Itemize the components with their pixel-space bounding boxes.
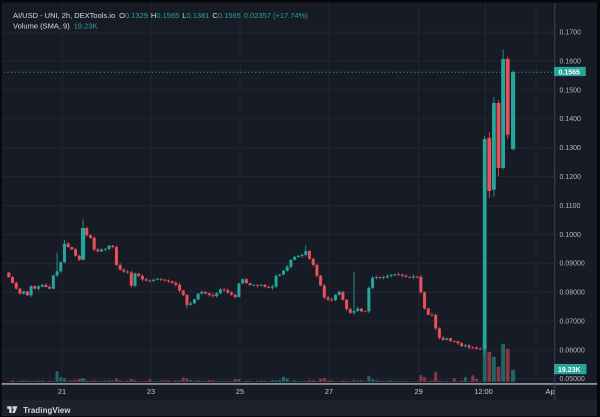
svg-text:19.23K: 19.23K: [558, 367, 581, 374]
svg-text:0.05000: 0.05000: [560, 376, 585, 383]
svg-text:AI/USD - UNI, 2h, DEXTools.ioO: AI/USD - UNI, 2h, DEXTools.io O0.1329 H0.1…: [13, 11, 308, 20]
svg-text:0.1300: 0.1300: [560, 145, 582, 152]
svg-text:Volume (SMA, 9)19.23K: Volume (SMA, 9) 19.23K: [13, 22, 97, 31]
svg-text:29: 29: [414, 387, 422, 396]
svg-text:0.1000: 0.1000: [560, 232, 582, 239]
svg-text:0.1700: 0.1700: [560, 30, 582, 37]
svg-text:21: 21: [58, 387, 66, 396]
svg-text:0.1400: 0.1400: [560, 116, 582, 123]
svg-text:0.1200: 0.1200: [560, 174, 582, 181]
svg-text:Apr: Apr: [546, 387, 558, 396]
svg-text:0.1600: 0.1600: [560, 58, 582, 65]
svg-text:0.1500: 0.1500: [560, 87, 582, 94]
svg-text:0.1100: 0.1100: [560, 203, 581, 210]
svg-text:12:00: 12:00: [474, 387, 493, 396]
svg-text:23: 23: [147, 387, 155, 396]
svg-text:0.06000: 0.06000: [560, 347, 585, 354]
svg-text:25: 25: [236, 387, 244, 396]
svg-text:0.08000: 0.08000: [560, 290, 585, 297]
svg-text:0.1565: 0.1565: [559, 69, 581, 76]
svg-text:0.07000: 0.07000: [560, 319, 585, 326]
svg-text:TradingView: TradingView: [23, 406, 71, 415]
svg-text:0.09000: 0.09000: [560, 261, 585, 268]
svg-text:27: 27: [325, 387, 333, 396]
